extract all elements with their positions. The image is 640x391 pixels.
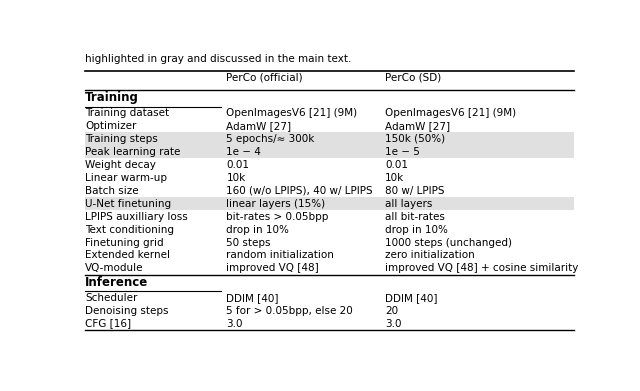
Text: 5 epochs/≈ 300k: 5 epochs/≈ 300k: [227, 134, 315, 144]
Text: random initialization: random initialization: [227, 251, 334, 260]
Text: 1e − 4: 1e − 4: [227, 147, 261, 157]
Text: Inference: Inference: [85, 276, 148, 289]
Text: 0.01: 0.01: [227, 160, 250, 170]
Text: drop in 10%: drop in 10%: [227, 224, 289, 235]
Text: 3.0: 3.0: [385, 319, 401, 328]
Text: Training: Training: [85, 91, 139, 104]
Text: all layers: all layers: [385, 199, 433, 209]
Text: Training dataset: Training dataset: [85, 108, 169, 118]
Text: 50 steps: 50 steps: [227, 238, 271, 248]
Text: improved VQ [48]: improved VQ [48]: [227, 264, 319, 273]
Text: 3.0: 3.0: [227, 319, 243, 328]
Text: 160 (w/o LPIPS), 40 w/ LPIPS: 160 (w/o LPIPS), 40 w/ LPIPS: [227, 186, 373, 196]
Text: Text conditioning: Text conditioning: [85, 224, 174, 235]
Text: 10k: 10k: [227, 173, 246, 183]
Text: PerCo (official): PerCo (official): [227, 73, 303, 83]
Text: 1000 steps (unchanged): 1000 steps (unchanged): [385, 238, 512, 248]
Text: LPIPS auxilliary loss: LPIPS auxilliary loss: [85, 212, 188, 222]
Text: VQ-module: VQ-module: [85, 264, 143, 273]
Text: Finetuning grid: Finetuning grid: [85, 238, 164, 248]
Text: Optimizer: Optimizer: [85, 121, 136, 131]
Text: 150k (50%): 150k (50%): [385, 134, 445, 144]
Text: 0.01: 0.01: [385, 160, 408, 170]
Text: linear layers (15%): linear layers (15%): [227, 199, 326, 209]
Text: OpenImagesV6 [21] (9M): OpenImagesV6 [21] (9M): [385, 108, 516, 118]
Bar: [85, 197, 573, 210]
Text: Batch size: Batch size: [85, 186, 139, 196]
Text: CFG [16]: CFG [16]: [85, 319, 131, 328]
Text: improved VQ [48] + cosine similarity: improved VQ [48] + cosine similarity: [385, 264, 579, 273]
Text: 1e − 5: 1e − 5: [385, 147, 420, 157]
Text: U-Net finetuning: U-Net finetuning: [85, 199, 171, 209]
Text: DDIM [40]: DDIM [40]: [385, 292, 438, 303]
Text: bit-rates > 0.05bpp: bit-rates > 0.05bpp: [227, 212, 329, 222]
Text: 20: 20: [385, 306, 398, 316]
Text: Scheduler: Scheduler: [85, 292, 138, 303]
Text: OpenImagesV6 [21] (9M): OpenImagesV6 [21] (9M): [227, 108, 358, 118]
Text: Training steps: Training steps: [85, 134, 157, 144]
Text: 10k: 10k: [385, 173, 404, 183]
Text: AdamW [27]: AdamW [27]: [385, 121, 450, 131]
Text: highlighted in gray and discussed in the main text.: highlighted in gray and discussed in the…: [85, 54, 351, 65]
Text: 5 for > 0.05bpp, else 20: 5 for > 0.05bpp, else 20: [227, 306, 353, 316]
Text: Denoising steps: Denoising steps: [85, 306, 168, 316]
Text: Linear warm-up: Linear warm-up: [85, 173, 167, 183]
Text: PerCo (SD): PerCo (SD): [385, 73, 442, 83]
Text: Extended kernel: Extended kernel: [85, 251, 170, 260]
Text: DDIM [40]: DDIM [40]: [227, 292, 279, 303]
Text: Weight decay: Weight decay: [85, 160, 156, 170]
Text: drop in 10%: drop in 10%: [385, 224, 448, 235]
Text: AdamW [27]: AdamW [27]: [227, 121, 291, 131]
Text: 80 w/ LPIPS: 80 w/ LPIPS: [385, 186, 445, 196]
Text: zero initialization: zero initialization: [385, 251, 475, 260]
Bar: [85, 145, 573, 158]
Bar: [85, 133, 573, 145]
Text: Peak learning rate: Peak learning rate: [85, 147, 180, 157]
Text: all bit-rates: all bit-rates: [385, 212, 445, 222]
